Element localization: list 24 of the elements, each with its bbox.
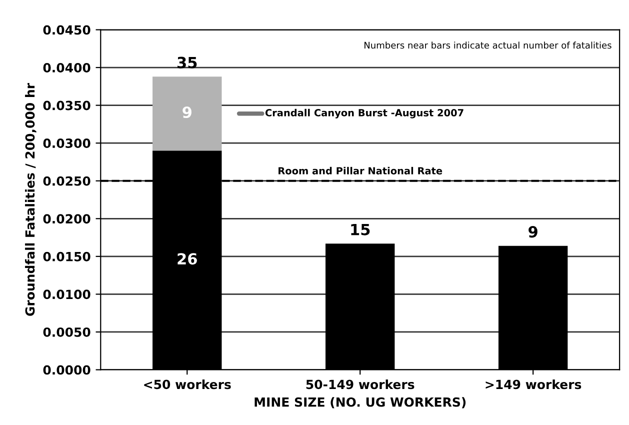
y-tick-label: 0.0150 <box>43 252 90 262</box>
annotation: 9 <box>182 106 192 118</box>
x-tick-label: <50 workers <box>144 379 231 390</box>
annotation: 9 <box>528 226 538 238</box>
annotation: 35 <box>178 56 197 68</box>
annotation: 26 <box>178 253 197 265</box>
annotation: Numbers near bars indicate actual number of fatalities <box>364 42 612 49</box>
y-tick-label: 0.0250 <box>43 176 90 186</box>
y-tick-label: 0.0450 <box>43 25 90 35</box>
y-tick-label: 0.0100 <box>43 290 90 300</box>
y-tick-label: 0.0300 <box>43 138 90 148</box>
y-tick-label: 0.0000 <box>43 365 90 375</box>
y-axis-title: Groundfall Fatalities / 200,000 hr <box>25 83 36 316</box>
x-tick-label: >149 workers <box>486 379 582 390</box>
ref-line-label: Room and Pillar National Rate <box>278 166 442 174</box>
annotation: Crandall Canyon Burst -August 2007 <box>265 108 464 118</box>
x-axis-title: MINE SIZE (NO. UG WORKERS) <box>254 397 466 408</box>
y-tick-label: 0.0350 <box>43 100 90 110</box>
bar <box>152 76 222 151</box>
y-tick-label: 0.0200 <box>43 214 90 224</box>
y-tick-label: 0.0050 <box>43 327 90 337</box>
annotation: 15 <box>351 224 370 236</box>
y-tick-label: 0.0400 <box>43 63 90 72</box>
x-tick-label: 50-149 workers <box>306 379 414 390</box>
